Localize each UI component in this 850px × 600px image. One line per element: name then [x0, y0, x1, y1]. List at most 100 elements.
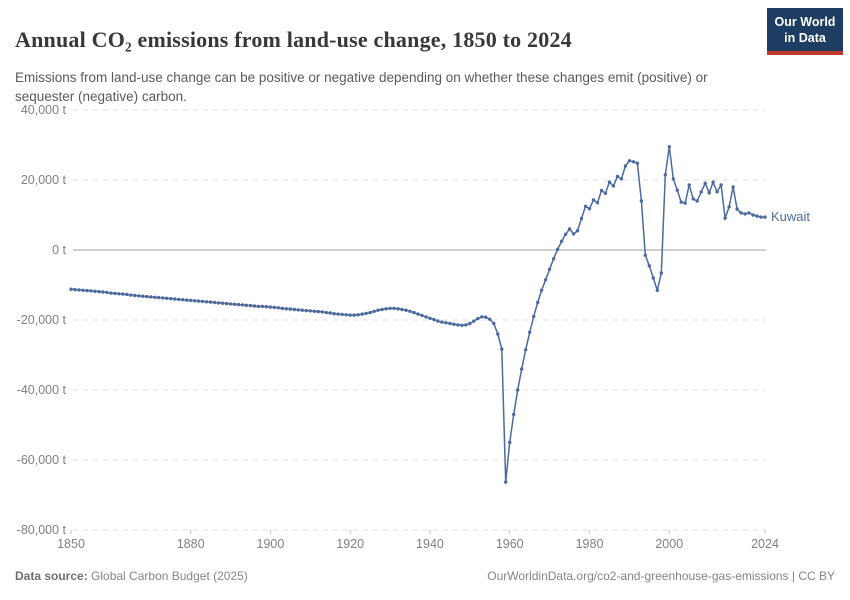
data-point	[755, 214, 759, 218]
data-point	[492, 321, 496, 326]
data-point	[480, 315, 484, 319]
data-point	[547, 267, 552, 271]
data-point	[316, 309, 320, 314]
data-point	[520, 367, 524, 371]
data-point	[396, 307, 400, 311]
data-point	[579, 216, 584, 221]
data-point	[192, 299, 197, 303]
x-tick-label: 1920	[336, 537, 364, 551]
data-source-value: Global Carbon Budget (2025)	[87, 569, 248, 583]
data-point	[420, 313, 424, 318]
data-point	[563, 232, 568, 236]
data-point	[416, 312, 420, 316]
data-point	[699, 190, 703, 194]
y-tick-label: 40,000 t	[21, 103, 67, 117]
data-point	[404, 308, 408, 312]
data-point	[751, 213, 755, 217]
data-point	[288, 307, 293, 311]
data-point	[224, 301, 229, 306]
data-point	[695, 199, 699, 203]
data-point	[476, 316, 480, 321]
y-tick-label: -20,000 t	[17, 313, 67, 327]
data-point	[336, 312, 340, 316]
data-point	[516, 388, 520, 392]
x-tick-label: 1880	[177, 537, 205, 551]
data-point	[149, 295, 153, 299]
y-tick-label: 0 t	[52, 243, 66, 257]
data-point	[508, 440, 512, 445]
data-point	[220, 301, 225, 305]
data-point	[332, 312, 336, 316]
data-point	[348, 313, 352, 317]
owid-logo[interactable]: Our World in Data	[767, 8, 843, 56]
y-tick-label: -60,000 t	[17, 453, 67, 467]
data-point	[93, 289, 97, 293]
data-point	[555, 247, 560, 251]
data-point	[512, 412, 516, 417]
data-point	[595, 201, 600, 205]
data-point	[200, 299, 205, 304]
data-point	[153, 295, 157, 299]
data-point	[328, 311, 332, 315]
data-point	[372, 309, 376, 313]
data-point	[308, 309, 312, 313]
data-point	[356, 313, 360, 317]
data-point	[380, 307, 384, 312]
data-point	[599, 188, 604, 193]
data-point	[739, 211, 743, 215]
data-point	[204, 300, 209, 304]
data-point	[117, 292, 121, 296]
data-point	[551, 257, 556, 261]
data-point	[212, 300, 217, 305]
data-point	[667, 145, 671, 149]
data-point	[264, 305, 269, 309]
data-point	[189, 298, 193, 303]
data-point	[260, 304, 265, 309]
data-point	[567, 227, 572, 231]
data-point	[256, 304, 261, 309]
data-point	[360, 312, 364, 316]
chart-subtitle: Emissions from land-use change can be po…	[15, 69, 708, 105]
data-point	[344, 313, 348, 317]
data-point	[276, 306, 281, 310]
data-point	[388, 306, 392, 311]
data-point	[607, 180, 612, 184]
y-tick-label: 20,000 t	[21, 173, 67, 187]
data-point	[125, 292, 129, 297]
data-point	[181, 298, 185, 302]
owid-citation-link[interactable]: OurWorldinData.org/co2-and-greenhouse-ga…	[487, 569, 835, 583]
data-point	[165, 296, 169, 300]
data-point	[591, 198, 596, 202]
data-point	[472, 319, 476, 323]
data-point	[655, 288, 659, 292]
owid-logo-line2: in Data	[784, 30, 826, 45]
data-point	[615, 174, 620, 179]
data-point	[300, 308, 304, 312]
data-point	[711, 180, 715, 184]
data-point	[619, 177, 624, 181]
data-point	[723, 216, 727, 220]
data-point	[157, 295, 161, 300]
data-point	[69, 287, 73, 291]
data-point	[707, 191, 711, 195]
data-point	[85, 288, 89, 293]
data-point	[663, 173, 667, 177]
data-point	[528, 330, 532, 334]
data-point	[464, 323, 468, 327]
x-tick-label: 2024	[751, 537, 779, 551]
data-point	[208, 300, 213, 304]
data-point	[587, 207, 592, 211]
data-point	[731, 185, 735, 189]
data-point	[671, 177, 675, 181]
data-point	[196, 299, 201, 303]
data-point	[623, 164, 628, 168]
data-point	[575, 229, 580, 233]
data-point	[352, 313, 356, 317]
data-point	[161, 296, 165, 300]
data-point	[169, 296, 173, 301]
data-point	[97, 289, 101, 294]
data-point	[244, 303, 249, 307]
data-point	[145, 294, 149, 299]
data-point	[440, 320, 444, 324]
